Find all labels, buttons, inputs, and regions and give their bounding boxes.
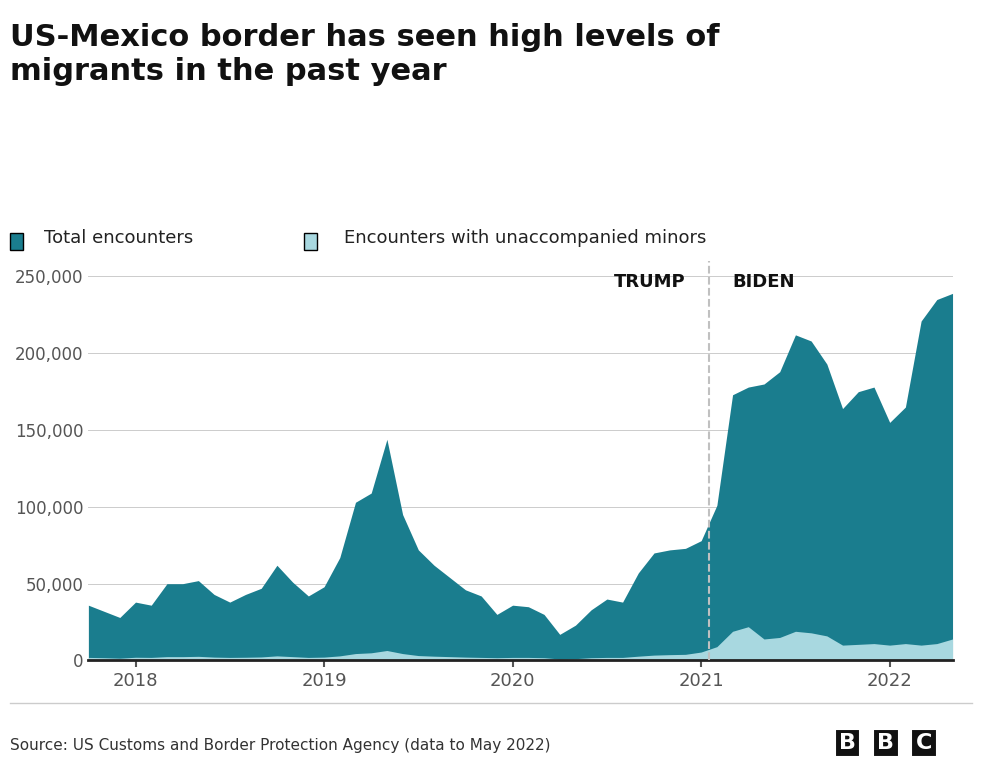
Text: Encounters with unaccompanied minors: Encounters with unaccompanied minors [344, 229, 706, 247]
Text: Source: US Customs and Border Protection Agency (data to May 2022): Source: US Customs and Border Protection… [10, 737, 550, 753]
Text: C: C [916, 733, 932, 753]
Text: B: B [877, 733, 895, 753]
Text: B: B [839, 733, 856, 753]
Text: BIDEN: BIDEN [733, 273, 795, 291]
Text: Total encounters: Total encounters [44, 229, 193, 247]
Text: US-Mexico border has seen high levels of
migrants in the past year: US-Mexico border has seen high levels of… [10, 23, 720, 86]
Text: TRUMP: TRUMP [614, 273, 685, 291]
